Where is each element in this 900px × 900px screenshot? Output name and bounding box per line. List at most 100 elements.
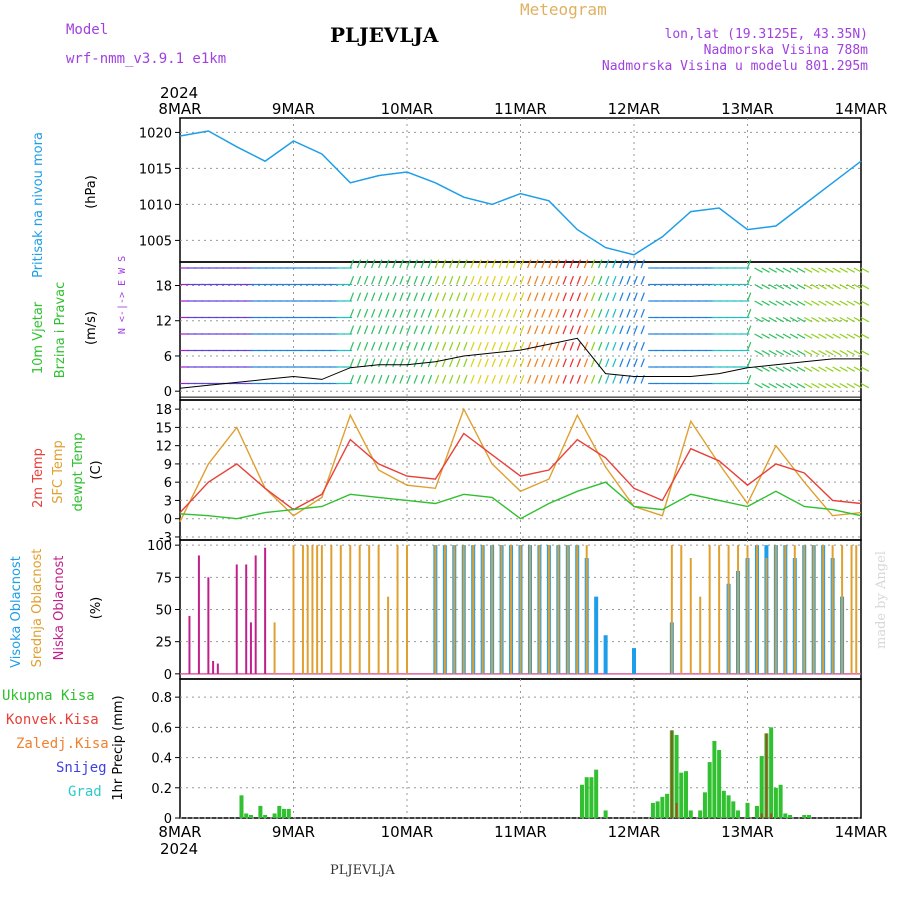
wind-barb — [803, 283, 813, 290]
wind-barb — [470, 374, 475, 384]
wind-barb — [413, 358, 418, 368]
wind-barb — [406, 275, 411, 285]
wind-barb — [775, 300, 785, 306]
wind-barb — [385, 259, 390, 269]
wind-barb — [378, 308, 383, 318]
wind-barb — [605, 374, 610, 384]
cloud-mid-bar — [453, 545, 456, 674]
wind-barb — [775, 382, 785, 389]
cloud-low-bar — [254, 555, 257, 674]
wind-barb — [527, 259, 532, 269]
precip-total-bar — [712, 740, 717, 818]
cloud-low-bar — [245, 564, 248, 674]
precip-total-bar — [239, 795, 244, 818]
cloud-mid-bar — [538, 545, 541, 674]
wind-barb — [839, 382, 848, 389]
y-tick-label: 3 — [164, 494, 172, 509]
wind-barb — [349, 275, 355, 285]
wind-barb — [796, 382, 806, 389]
wind-barb — [832, 382, 841, 389]
precip-total-bar — [579, 784, 584, 818]
wind-barb — [534, 325, 539, 335]
wind-barb — [392, 275, 397, 285]
wind-barb — [832, 349, 841, 356]
temp-dew-title: dewpt Temp — [71, 432, 86, 511]
wind-barb — [456, 374, 461, 384]
wind-barb — [392, 292, 397, 302]
temp-dew-line — [179, 481, 862, 520]
wind-barb — [548, 308, 553, 318]
panel-0: 1005 1010 1015 1020 — [139, 117, 862, 263]
wind-barb — [839, 267, 848, 273]
wind-barb — [754, 382, 763, 389]
wind-barb — [746, 308, 752, 318]
wind-barb — [846, 349, 855, 356]
y-tick-label: 6 — [164, 350, 172, 365]
wind-barb — [832, 333, 841, 339]
wind-barb — [775, 316, 785, 323]
wind-barb — [413, 341, 418, 351]
wind-barb — [470, 259, 475, 269]
wind-barb — [860, 283, 870, 290]
wind-barb — [768, 283, 777, 290]
wind-barb — [427, 374, 433, 384]
precip-total-bar — [589, 777, 594, 818]
cloud-mid-bar — [547, 545, 550, 674]
wind-barb — [605, 259, 610, 269]
precip-total-bar — [688, 810, 693, 818]
precip-total-bar — [736, 810, 741, 818]
cloud-mid-bar — [330, 545, 333, 674]
cloud-high-bar — [632, 648, 636, 674]
wind-barb — [470, 358, 475, 368]
precip-conv-bar — [670, 730, 673, 818]
wind-barb — [569, 259, 574, 269]
wind-barb — [825, 300, 834, 306]
wind-barb — [420, 341, 426, 351]
cloud-mid-bar — [812, 545, 815, 674]
wind-barb — [640, 259, 645, 269]
wind-barb — [385, 341, 390, 351]
wind-barb — [583, 308, 589, 318]
wind-barb — [392, 374, 397, 384]
wind-barb — [746, 275, 752, 285]
wind-barb — [746, 259, 752, 269]
wind-barb — [860, 333, 870, 339]
wind-barb — [420, 374, 426, 384]
panel-4: 0 0.2 0.4 0.6 0.8 — [151, 678, 862, 827]
time-label-top: 13MAR — [721, 100, 774, 118]
wind-barb — [441, 374, 447, 384]
wind-barb — [491, 259, 496, 269]
cloud-mid-bar — [491, 545, 494, 674]
footer-station: PLJEVLJA — [330, 863, 395, 878]
cloud-mid-bar — [850, 545, 853, 674]
wind-barb — [590, 275, 596, 285]
wind-barb — [349, 341, 355, 351]
wind-barb — [555, 259, 560, 269]
wind-barb — [761, 316, 770, 323]
wind-barb — [825, 333, 834, 339]
wind-barb — [633, 292, 638, 302]
precip-total-bar — [248, 814, 253, 818]
precip-total-bar — [244, 813, 249, 818]
precip-total-bar — [754, 805, 759, 818]
time-label-bottom: 14MAR — [835, 823, 888, 841]
wind-barb — [541, 275, 546, 285]
y-tick-label: 18 — [155, 279, 172, 294]
wind-barb — [477, 308, 482, 318]
wind-barb — [378, 341, 383, 351]
temp-unit: (C) — [89, 460, 104, 479]
wind-barb — [363, 292, 369, 302]
cloud-mid-bar — [793, 545, 796, 674]
wind-barb — [505, 358, 511, 368]
time-label-bottom: 13MAR — [721, 823, 774, 841]
wind-barb — [434, 259, 440, 269]
wind-barb — [420, 275, 426, 285]
precip-total-bar — [679, 772, 684, 818]
wind-barb — [619, 325, 624, 335]
bottom-time-labels: 8MAR 9MAR 10MAR 11MAR 12MAR 13MAR 14MAR — [158, 823, 887, 841]
wind-barb — [363, 374, 369, 384]
wind-barb — [853, 366, 863, 372]
wind-barb — [860, 316, 870, 323]
